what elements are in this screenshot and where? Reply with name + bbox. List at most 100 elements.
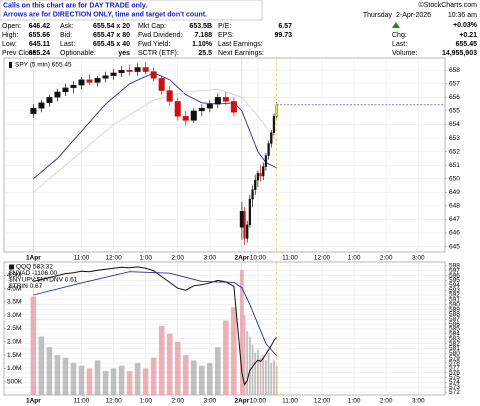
volume-bar <box>174 341 181 395</box>
candle-body <box>118 70 125 74</box>
y-tick-label: 583 <box>449 335 460 342</box>
y-tick-label: 648 <box>449 203 460 210</box>
indicator-label: $TRIN 0.67 <box>9 283 43 290</box>
legend-label: QQQ 583.32 <box>16 264 53 271</box>
quote-label: Low: <box>2 41 17 48</box>
volume-bar <box>270 363 273 395</box>
copyright: ©StockCharts.com <box>419 1 478 9</box>
y-tick-label: 595 <box>449 277 460 284</box>
quote-value: 655.45 x 40 <box>93 41 130 48</box>
volume-bar <box>102 371 109 395</box>
volume-bar <box>134 363 141 395</box>
quote-label: SCTR (ETF): <box>138 50 179 57</box>
legend-label: SPY (5 min) 655.45 <box>15 62 72 69</box>
y-tick-label: 578 <box>449 360 460 367</box>
volume-bar <box>118 365 125 395</box>
volume-bar <box>206 363 213 395</box>
y-tick-label: 579 <box>449 355 460 362</box>
x-tick-label: 2:00 <box>380 398 393 405</box>
price-line <box>33 271 277 356</box>
quote-label: P/E: <box>218 23 231 30</box>
notice-box <box>0 0 263 21</box>
volume-bar <box>264 360 267 395</box>
x-tick-label: 2:00 <box>171 398 184 405</box>
x-tick-label: 3:00 <box>412 255 425 262</box>
candle-body <box>142 67 149 72</box>
candle-body <box>78 79 85 86</box>
indicator-label: $NYAD -1106.00 <box>9 270 58 277</box>
x-tick-label: 11:00 <box>74 398 90 405</box>
candle-body <box>270 132 273 144</box>
price-line <box>33 266 277 387</box>
quote-time: 10:36 am <box>448 12 477 19</box>
volume-bar <box>126 371 133 395</box>
candle-body <box>86 79 93 83</box>
quote-label: Fwd Dividend: <box>138 32 182 39</box>
volume-bar <box>78 365 85 395</box>
quote-value: 653.5B <box>189 23 212 30</box>
y-tick-label: 587 <box>449 316 460 323</box>
candle-body <box>259 173 262 177</box>
quote-label: EPS: <box>218 32 234 39</box>
candle-body <box>239 211 244 228</box>
y-tick-label: 597 <box>449 267 460 274</box>
x-tick-label: 12:00 <box>105 255 122 262</box>
candle-body <box>110 72 117 76</box>
x-tick-label: 1Apr <box>26 255 41 262</box>
price-line <box>33 88 277 193</box>
x-tick-label: 2Apr <box>234 398 249 405</box>
candle-body <box>94 78 101 83</box>
x-tick-label: 2:00 <box>380 255 393 262</box>
candle-body <box>38 102 45 109</box>
quote-value: 655.45 <box>456 41 478 48</box>
y-tick-label: 649 <box>449 189 460 196</box>
quote-value: 655.54 x 20 <box>93 23 130 30</box>
quote-value: 99.73 <box>274 32 292 39</box>
candle-body <box>30 107 37 114</box>
y2-tick-label: 1.0M <box>7 365 21 372</box>
volume-bar <box>190 360 197 395</box>
x-tick-label: 12:00 <box>105 398 122 405</box>
candle-body <box>174 101 181 117</box>
y-tick-label: 589 <box>449 306 460 313</box>
quote-value: yes <box>118 50 130 57</box>
y-tick-label: 585 <box>449 326 460 333</box>
quote-value: 655.66 <box>29 32 51 39</box>
candle-body <box>102 75 109 79</box>
price-line <box>33 72 277 180</box>
quote-label: Optionable: <box>60 50 96 57</box>
quote-label: Bid: <box>60 32 72 39</box>
candle-body <box>166 90 173 102</box>
legend-swatch <box>9 62 12 68</box>
y-tick-label: 652 <box>449 148 460 155</box>
candle-body <box>198 107 205 112</box>
x-tick-label: 11:00 <box>282 255 298 262</box>
y2-tick-label: 1.5M <box>7 352 21 359</box>
quote-value: 14,955,903 <box>442 50 477 57</box>
candle-body <box>54 91 61 98</box>
y-tick-label: 582 <box>449 340 460 347</box>
legend-swatch <box>9 264 14 270</box>
volume-bar <box>262 355 265 395</box>
x-tick-label: 3:00 <box>203 398 216 405</box>
quote-value: 645.11 <box>29 41 50 48</box>
y-tick-label: 654 <box>449 121 460 128</box>
volume-bar <box>86 368 93 395</box>
y-tick-label: 593 <box>449 287 460 294</box>
y-tick-label: 650 <box>449 175 460 182</box>
y-tick-label: 590 <box>449 301 460 308</box>
x-tick-label: 11:00 <box>282 398 298 405</box>
x-tick-label: 11:00 <box>74 255 90 262</box>
volume-bar <box>70 363 77 395</box>
volume-bar <box>62 357 69 395</box>
y-tick-label: 653 <box>449 135 460 142</box>
y-tick-label: 591 <box>449 297 460 304</box>
quote-label: Volume: <box>392 50 417 57</box>
volume-bar <box>198 365 205 395</box>
y-tick-label: 574 <box>449 379 460 386</box>
candle-body <box>150 71 157 79</box>
quote-label: Last Earnings: <box>218 41 263 48</box>
quote-value: 655.47 x 80 <box>93 32 130 39</box>
y2-tick-label: 3.0M <box>7 312 21 319</box>
y2-tick-label: 4.0M <box>7 285 21 292</box>
